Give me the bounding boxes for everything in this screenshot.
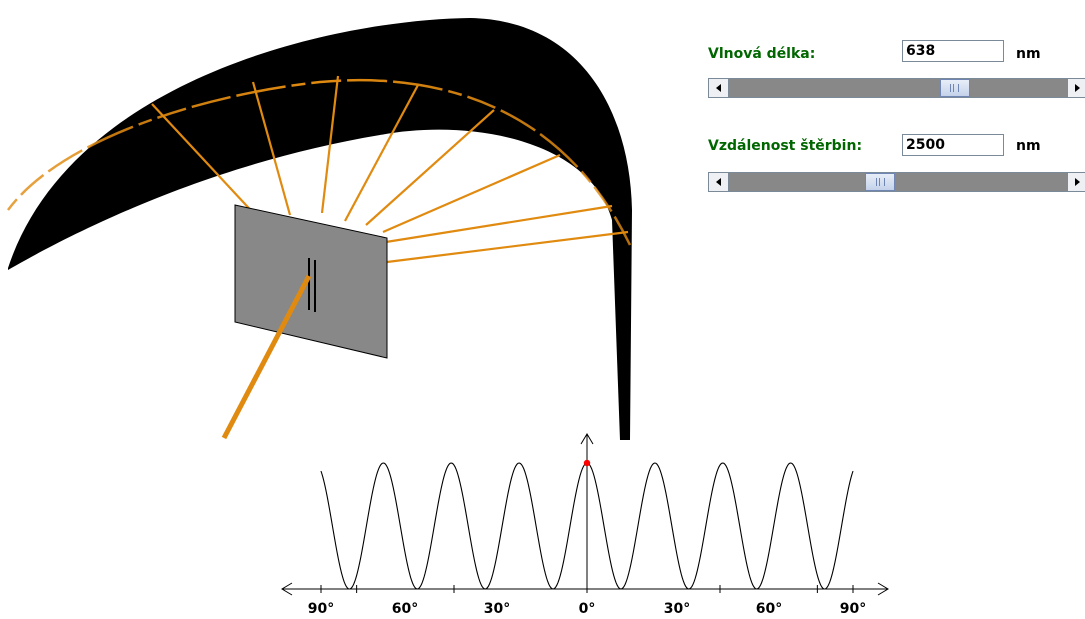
current-angle-marker bbox=[583, 459, 591, 467]
slit-plate bbox=[234, 204, 388, 359]
tick-label: 60° bbox=[391, 601, 419, 617]
slit-distance-unit: nm bbox=[1016, 138, 1041, 154]
incident-beam bbox=[221, 274, 312, 440]
tick-label: 90° bbox=[307, 601, 335, 617]
slit-distance-field[interactable]: 2500 bbox=[902, 134, 1004, 156]
down-arrow-icon bbox=[415, 48, 425, 78]
tick-label: 60° bbox=[755, 601, 783, 617]
wavelength-slider-thumb[interactable] bbox=[939, 79, 970, 97]
wavelength-field[interactable]: 638 bbox=[902, 40, 1004, 62]
slit-distance-label: Vzdálenost štěrbin: bbox=[708, 138, 863, 154]
arrow-left-icon[interactable] bbox=[709, 79, 729, 97]
interference-fringe-band bbox=[6, 78, 632, 246]
arrow-left-icon[interactable] bbox=[709, 173, 729, 191]
x-axis-ticks bbox=[320, 585, 854, 593]
wavelength-label: Vlnová délka: bbox=[708, 46, 816, 62]
slit-distance-slider[interactable] bbox=[708, 172, 1085, 192]
tick-label: 30° bbox=[483, 601, 511, 617]
slit-distance-slider-thumb[interactable] bbox=[865, 173, 896, 191]
tick-label: 0° bbox=[578, 601, 596, 617]
wavelength-unit: nm bbox=[1016, 46, 1041, 62]
wavelength-slider[interactable] bbox=[708, 78, 1085, 98]
arrow-right-icon[interactable] bbox=[1067, 79, 1085, 97]
intensity-plot bbox=[281, 433, 889, 596]
x-axis-right-arrowhead bbox=[877, 582, 889, 596]
y-axis-arrowhead bbox=[580, 433, 594, 445]
tick-label: 90° bbox=[839, 601, 867, 617]
diffraction-rays bbox=[151, 75, 629, 264]
arrow-right-icon[interactable] bbox=[1067, 173, 1085, 191]
tick-label: 30° bbox=[663, 601, 691, 617]
cylindrical-screen bbox=[8, 18, 632, 440]
x-axis-left-arrowhead bbox=[281, 582, 293, 596]
